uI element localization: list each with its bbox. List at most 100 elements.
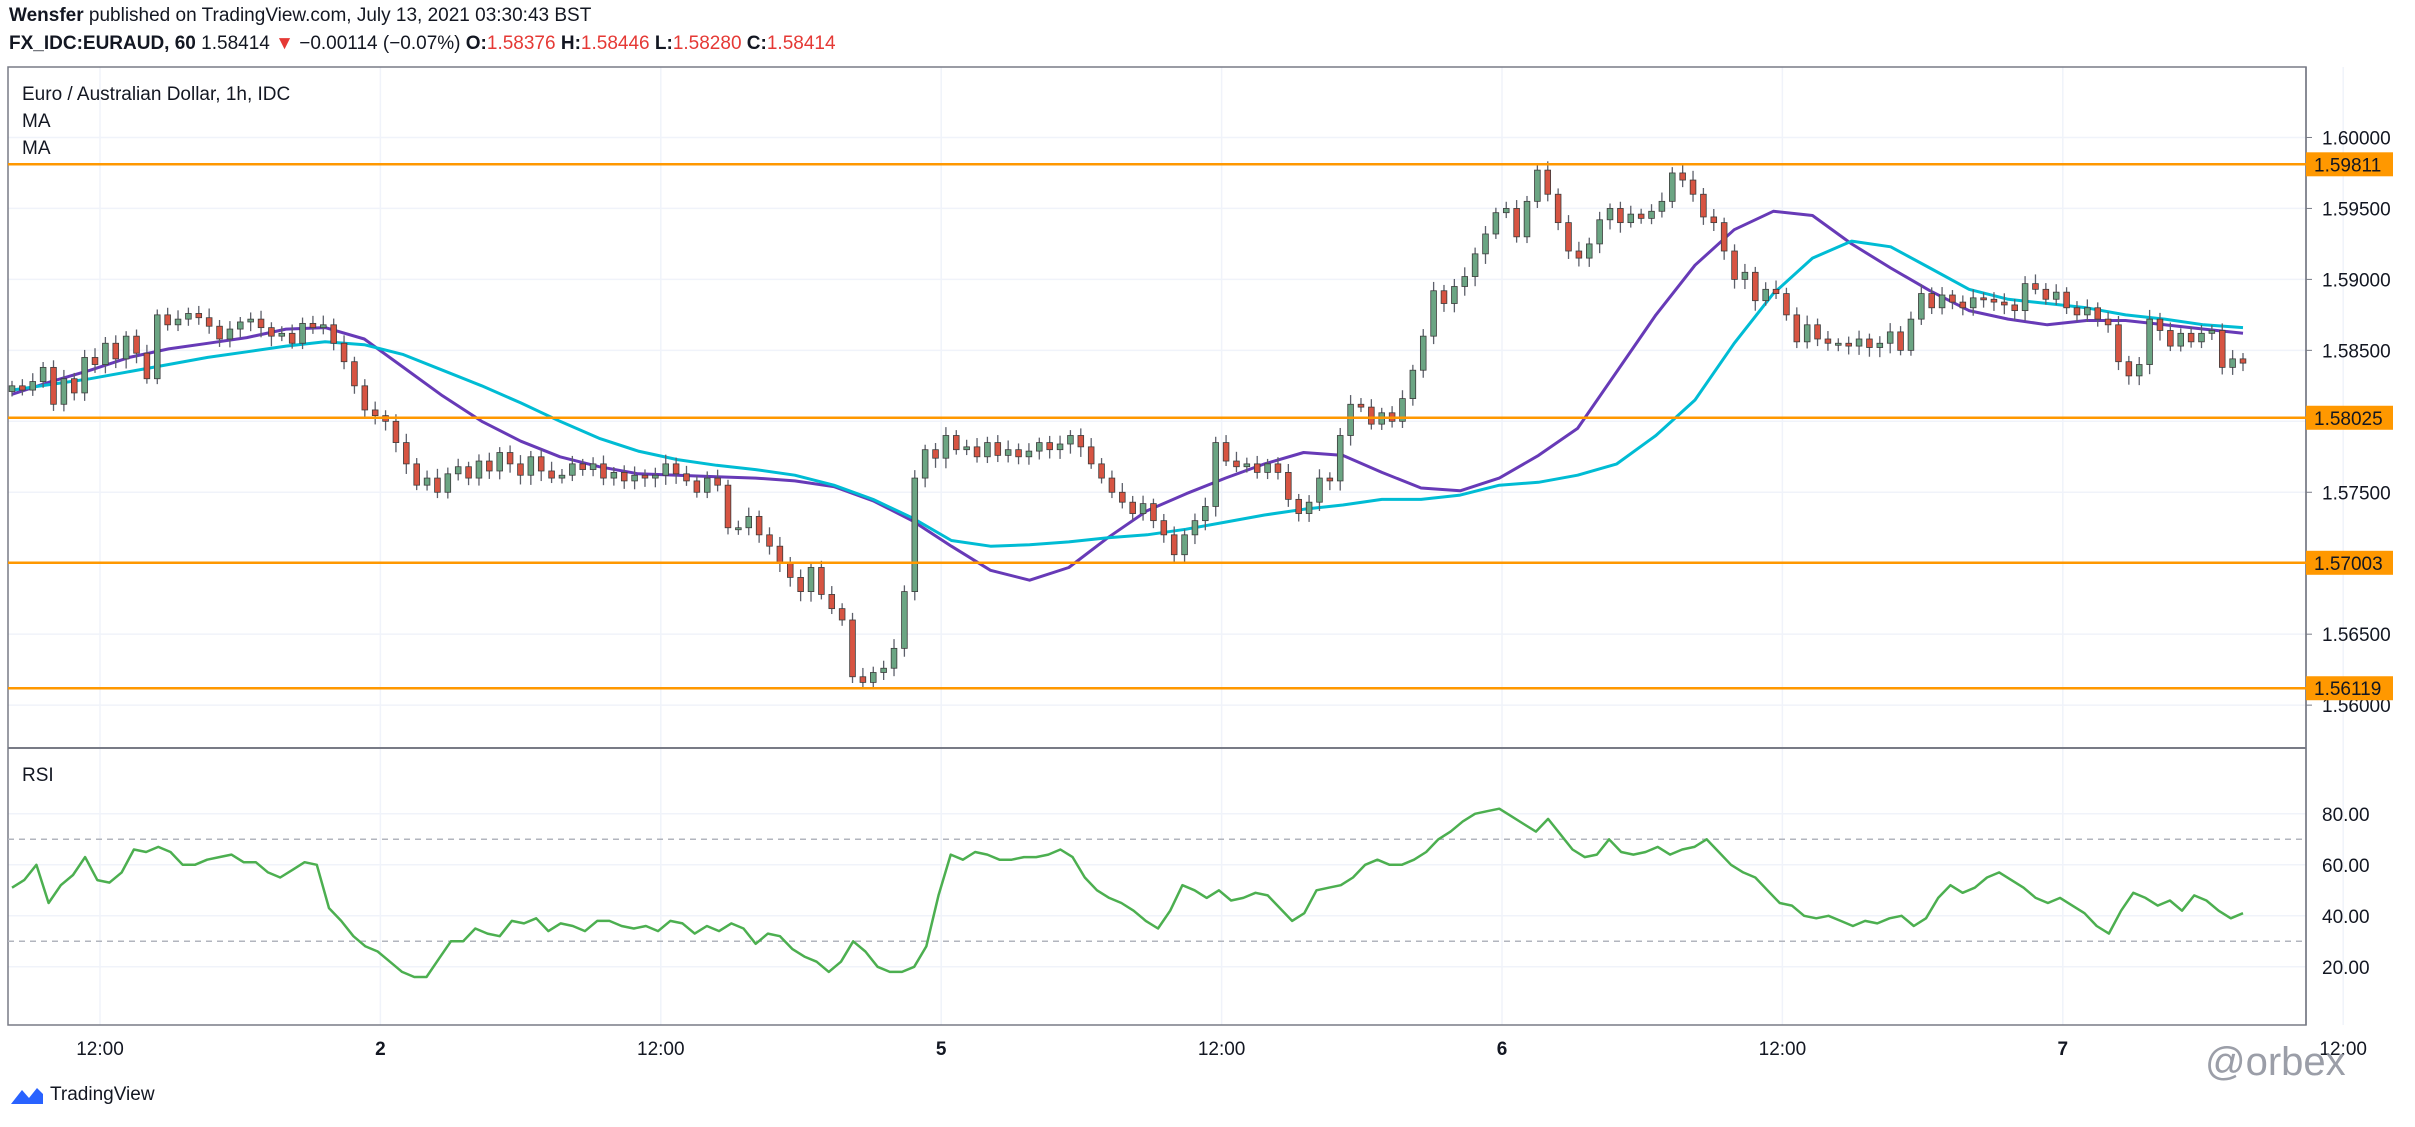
- candle: [1098, 458, 1105, 484]
- candle: [2011, 299, 2018, 321]
- pane-legend: Euro / Australian Dollar, 1h, IDC MA MA …: [22, 84, 290, 786]
- candle-body: [2187, 332, 2195, 343]
- legend-title[interactable]: Euro / Australian Dollar, 1h, IDC: [22, 84, 290, 105]
- candle-body: [942, 435, 950, 459]
- legend-rsi[interactable]: RSI: [22, 765, 54, 786]
- candle-body: [2208, 330, 2216, 334]
- candle: [268, 322, 275, 347]
- candle: [1544, 161, 1552, 202]
- open-label: O:: [465, 33, 487, 54]
- candle-body: [413, 463, 420, 486]
- x-tick-label: 12:00: [1759, 1039, 1807, 1060]
- candle: [1326, 472, 1334, 491]
- candle: [2032, 274, 2039, 295]
- candle: [1004, 440, 1012, 463]
- candle-body: [102, 342, 109, 365]
- candle-body: [216, 325, 223, 340]
- time-axis-labels[interactable]: 12:00212:00512:00612:00712:00812:00912:0…: [76, 1039, 2415, 1060]
- candle-body: [454, 466, 462, 475]
- candle-body: [890, 647, 898, 669]
- candle-body: [1554, 193, 1562, 224]
- candle: [641, 469, 649, 487]
- candle-body: [558, 474, 566, 479]
- candle-body: [81, 357, 88, 394]
- grid: [8, 67, 2344, 1025]
- tradingview-logo-icon: [11, 1088, 43, 1104]
- candle: [1150, 498, 1157, 529]
- candle-body: [1689, 179, 1697, 195]
- candle-body: [672, 463, 680, 475]
- candle-body: [1399, 398, 1406, 422]
- candle-body: [2073, 307, 2081, 316]
- level-tag-label: 1.58025: [2314, 409, 2383, 430]
- candle: [527, 450, 535, 485]
- candle: [932, 443, 939, 468]
- candle: [953, 430, 960, 455]
- candle-body: [2115, 324, 2122, 363]
- candle-body: [766, 534, 773, 547]
- candle: [434, 468, 441, 499]
- candle-body: [2001, 301, 2008, 306]
- candle-body: [1980, 297, 1987, 301]
- candle: [558, 468, 566, 484]
- candle: [2177, 328, 2184, 352]
- level-price-tags: 1.59811 1.58025 1.57003 1.56119: [2306, 152, 2393, 701]
- footer-brand: TradingView: [50, 1084, 155, 1105]
- candle-body: [693, 480, 701, 493]
- candle: [838, 603, 846, 626]
- level-tag: [2306, 550, 2393, 575]
- candle-body: [278, 332, 286, 337]
- legend-ma-1[interactable]: MA: [22, 111, 51, 132]
- candle: [579, 458, 586, 476]
- x-tick-label: 6: [1497, 1039, 1508, 1060]
- candle-body: [1233, 460, 1240, 468]
- candle-body: [268, 327, 275, 337]
- candle-body: [849, 619, 856, 678]
- candle: [745, 507, 753, 536]
- candle: [911, 470, 919, 601]
- legend-ma-2[interactable]: MA: [22, 138, 51, 159]
- candle-body: [1803, 324, 1811, 343]
- candle-body: [1139, 503, 1147, 514]
- candle: [589, 457, 597, 477]
- candle-body: [1492, 212, 1500, 235]
- footer[interactable]: TradingView: [10, 1084, 155, 1106]
- candle-body: [1886, 331, 1894, 344]
- candle: [683, 465, 690, 486]
- candle-body: [444, 473, 452, 493]
- candle: [787, 556, 794, 587]
- candle: [1803, 315, 1811, 349]
- candle-body: [1430, 290, 1437, 337]
- candle: [1720, 217, 1728, 260]
- candle-body: [1253, 463, 1261, 473]
- rsi-axis-labels[interactable]: 80.00 60.00 40.00 20.00: [2322, 805, 2370, 979]
- candle: [1108, 470, 1116, 499]
- candle: [724, 479, 732, 535]
- publisher-name[interactable]: Wensfer: [9, 5, 84, 26]
- candle-body: [1928, 293, 1935, 309]
- candle: [1471, 247, 1479, 287]
- x-tick-label: 12:00: [76, 1039, 124, 1060]
- candle: [2187, 326, 2195, 348]
- rsi-series: [11, 807, 2244, 979]
- candle-body: [164, 314, 171, 326]
- candle: [1274, 457, 1282, 480]
- candle: [154, 309, 161, 385]
- candle: [330, 318, 337, 351]
- candle: [454, 458, 462, 481]
- candle-body: [828, 594, 836, 610]
- candle-body: [984, 442, 991, 458]
- candle-body: [1720, 222, 1728, 252]
- symbol-name[interactable]: FX_IDC:EURAUD, 60: [9, 33, 196, 54]
- horizontal-levels[interactable]: [8, 163, 2306, 690]
- high-label: H:: [560, 33, 581, 54]
- candle-body: [1108, 477, 1116, 493]
- candle: [859, 667, 867, 690]
- candle-body: [2229, 358, 2236, 368]
- candle: [537, 449, 545, 482]
- candle-body: [1876, 342, 1884, 348]
- candle-body: [2104, 318, 2112, 326]
- publish-info: Wensfer published on TradingView.com, Ju…: [9, 5, 591, 27]
- rsi-tick-label: 40.00: [2322, 907, 2370, 928]
